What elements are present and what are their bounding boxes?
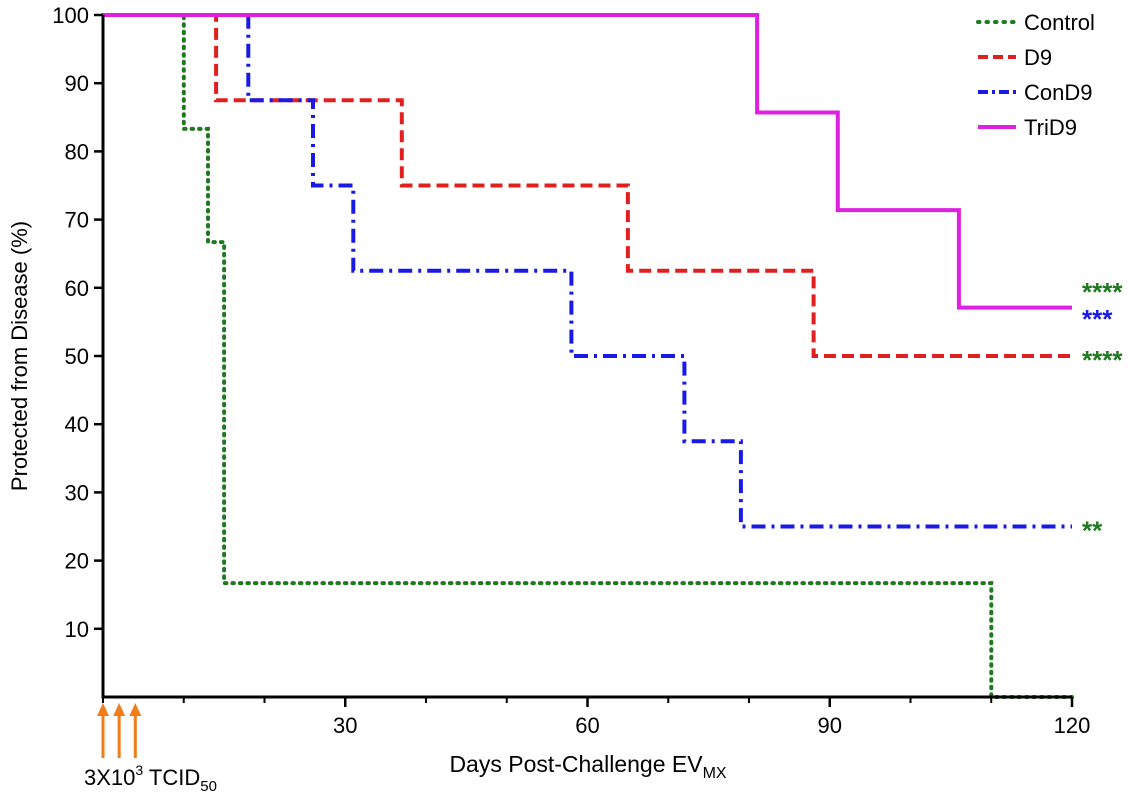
legend-label-d9: D9 — [1024, 45, 1052, 70]
dose-arrow-head — [97, 703, 109, 716]
significance-annotation: ** — [1082, 516, 1103, 546]
legend-label-control: Control — [1024, 10, 1095, 35]
y-tick-label: 80 — [65, 139, 89, 164]
legend-label-trid9: TriD9 — [1024, 115, 1077, 140]
dose-label: 3X103 TCID50 — [84, 762, 217, 795]
y-tick-label: 40 — [65, 412, 89, 437]
significance-annotation: **** — [1082, 345, 1123, 375]
y-tick-label: 30 — [65, 480, 89, 505]
x-axis-label-main: Days Post-Challenge EV — [449, 751, 703, 777]
x-axis-label: Days Post-Challenge EVMX — [449, 751, 726, 782]
x-tick-label: 90 — [818, 713, 842, 738]
dose-arrows — [97, 703, 142, 758]
series-line-cond9 — [103, 13, 1072, 529]
series-layer — [101, 13, 1074, 699]
y-tick-label: 50 — [65, 344, 89, 369]
dose-label-base: 3X10 — [84, 765, 135, 790]
dose-arrow-head — [113, 703, 126, 716]
y-tick-label: 60 — [65, 276, 89, 301]
series-line-d9 — [103, 13, 1072, 358]
series-line-trid9 — [103, 13, 1072, 310]
x-tick-label: 30 — [333, 713, 357, 738]
x-tick-label: 60 — [575, 713, 599, 738]
significance-annotation: **** — [1082, 277, 1123, 307]
dose-arrow-head — [129, 703, 142, 716]
x-axis-label-subscript: MX — [703, 765, 727, 782]
y-tick-label: 10 — [65, 617, 89, 642]
legend: Control D9 ConD9 TriD9 — [976, 10, 1095, 140]
y-tick-label: 70 — [65, 208, 89, 233]
series-line-control — [101, 13, 1074, 699]
ticks-layer: 10 20 30 40 50 60 70 80 90 100 30 60 90 120 — [52, 3, 1090, 738]
significance-annotation: *** — [1082, 304, 1113, 334]
legend-label-cond9: ConD9 — [1024, 80, 1092, 105]
y-axis-label: Protected from Disease (%) — [7, 221, 32, 491]
dose-label-mid: TCID — [143, 765, 200, 790]
annotation-layer: ************* — [1082, 277, 1123, 546]
dose-label-sup: 3 — [135, 762, 143, 778]
x-tick-label: 120 — [1054, 713, 1091, 738]
y-tick-label: 20 — [65, 549, 89, 574]
y-tick-label: 100 — [52, 3, 89, 28]
dose-label-sub: 50 — [200, 778, 217, 795]
y-tick-label: 90 — [65, 71, 89, 96]
